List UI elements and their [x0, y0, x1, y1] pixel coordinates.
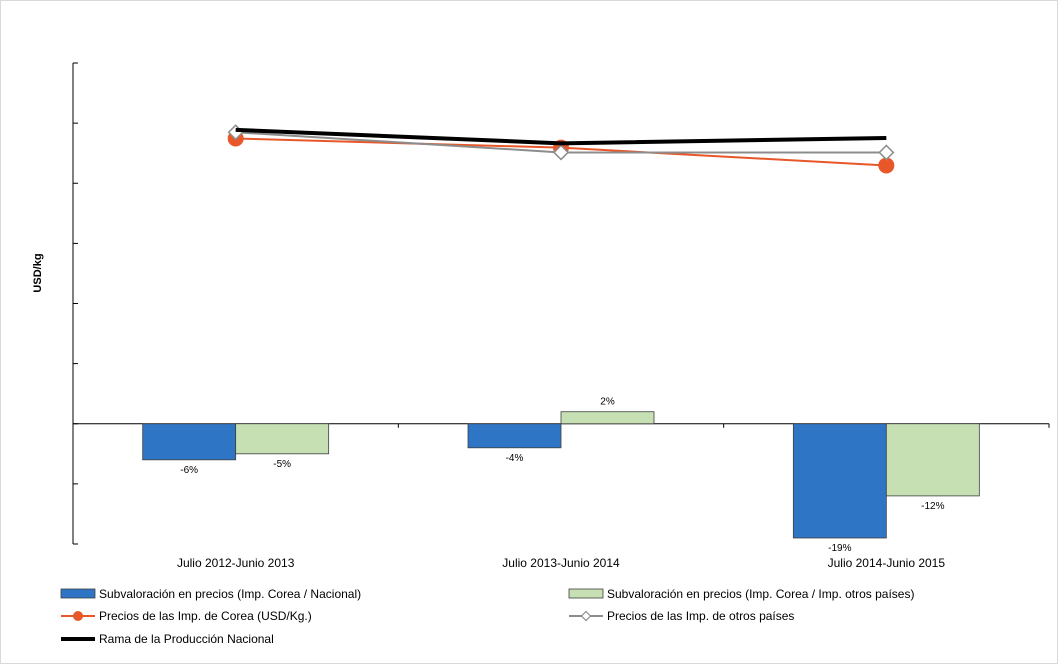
- legend-label: Subvaloración en precios (Imp. Corea / I…: [607, 587, 914, 601]
- bar-data-label: -19%: [828, 543, 851, 554]
- legend-label: Precios de las Imp. de Corea (USD/Kg.): [99, 609, 312, 623]
- x-tick-label: Julio 2012-Junio 2013: [177, 556, 295, 570]
- series-point: [552, 144, 570, 161]
- bar: [560, 411, 655, 425]
- lines: [227, 124, 895, 174]
- bar-data-label: -6%: [180, 465, 198, 476]
- bar-data-label: -5%: [273, 459, 291, 470]
- bar: [792, 423, 887, 539]
- series-point: [878, 144, 895, 161]
- bar-data-label: 2%: [600, 397, 615, 408]
- bar: [885, 423, 980, 497]
- legend-swatch: [60, 588, 96, 599]
- bar: [467, 423, 562, 449]
- bar: [142, 423, 237, 461]
- legend-marker: [73, 611, 83, 621]
- bar-data-label: -12%: [921, 501, 944, 512]
- bar-data-label: -4%: [506, 453, 524, 464]
- x-tick-labels: Julio 2012-Junio 2013 Julio 2013-Junio 20…: [177, 556, 945, 570]
- series-point: [878, 157, 895, 174]
- legend-label: Rama de la Producción Nacional: [99, 632, 274, 646]
- legend-label: Subvaloración en precios (Imp. Corea / N…: [99, 587, 361, 601]
- legend-swatch: [568, 588, 604, 599]
- bars: -6% -4% -19% -5% 2% -12%: [142, 397, 980, 554]
- x-tick-label: Julio 2013-Junio 2014: [502, 556, 620, 570]
- series-line: [235, 127, 887, 146]
- legend-label: Precios de las Imp. de otros países: [607, 609, 794, 623]
- y-axis-label: USD/kg: [32, 253, 44, 292]
- bar: [235, 423, 330, 455]
- legend: Subvaloración en precios (Imp. Corea / N…: [60, 587, 914, 646]
- x-tick-label: Julio 2014-Junio 2015: [828, 556, 946, 570]
- legend-marker: [580, 610, 592, 622]
